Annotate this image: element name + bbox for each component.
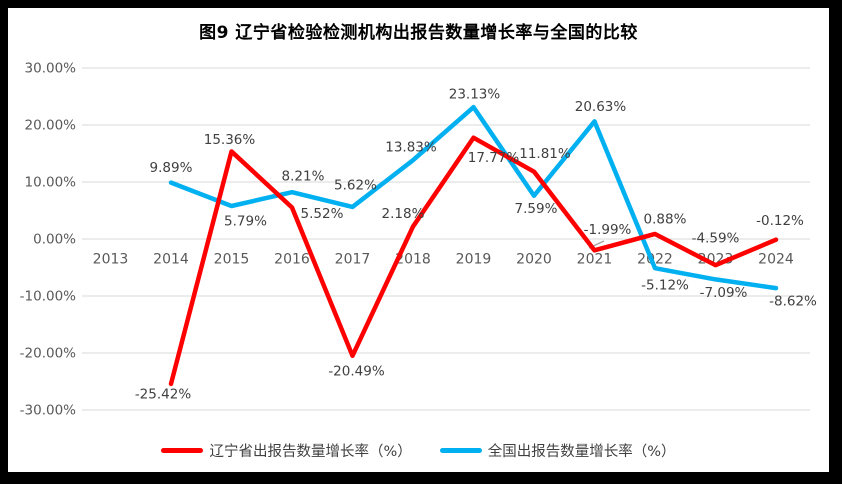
data-label: 0.88% [644,211,687,227]
series-line-1 [168,135,779,387]
data-label: 13.83% [385,140,437,156]
y-tick-label: -30.00% [20,403,77,419]
x-tick-label: 2020 [516,252,552,268]
legend-label-national: 全国出报告数量增长率（%） [487,444,676,460]
data-label: 11.81% [519,146,571,162]
data-label: 8.21% [282,169,325,185]
legend-item-national: 全国出报告数量增长率（%） [439,440,676,461]
y-tick-label: 30.00% [25,61,77,77]
legend: 辽宁省出报告数量增长率（%） 全国出报告数量增长率（%） [8,440,829,461]
data-label: 23.13% [449,87,501,103]
data-label: 5.62% [334,177,377,193]
data-label: 17.77% [468,150,520,166]
x-tick-label: 2019 [456,252,492,268]
x-tick-label: 2024 [758,252,794,268]
data-label: -5.12% [641,278,689,294]
y-tick-label: -10.00% [20,289,77,305]
y-tick-label: 0.00% [33,232,76,248]
series-line-0 [168,104,779,291]
legend-label-liaoning: 辽宁省出报告数量增长率（%） [209,444,412,460]
legend-swatch-national [439,448,482,453]
y-tick-label: 20.00% [25,118,77,134]
data-label: -7.09% [700,285,748,301]
data-label: -4.59% [692,231,740,247]
y-tick-label: -20.00% [20,346,77,362]
data-label: 15.36% [204,132,256,148]
x-tick-label: 2013 [93,252,129,268]
data-label: -0.12% [756,213,804,229]
data-label: 5.79% [224,213,267,229]
data-label: -8.62% [769,294,817,310]
chart-title: 图9 辽宁省检验检测机构出报告数量增长率与全国的比较 [199,23,638,43]
y-tick-label: 10.00% [25,175,77,191]
data-label: -20.49% [328,363,385,379]
legend-item-liaoning: 辽宁省出报告数量增长率（%） [161,440,412,461]
x-tick-label: 2018 [395,252,431,268]
data-label: -1.99% [584,222,632,238]
x-tick-label: 2014 [153,252,189,268]
data-label: 9.89% [150,160,193,176]
x-tick-label: 2015 [214,252,250,268]
data-label: 5.52% [301,206,344,222]
data-label: -25.42% [135,386,192,402]
x-tick-label: 2022 [637,252,673,268]
data-label: 20.63% [575,99,627,115]
x-tick-label: 2021 [577,252,613,268]
legend-swatch-liaoning [161,448,204,453]
x-tick-label: 2016 [274,252,310,268]
data-label: 7.59% [515,201,558,217]
x-tick-label: 2017 [335,252,371,268]
data-label: 2.18% [382,206,425,222]
